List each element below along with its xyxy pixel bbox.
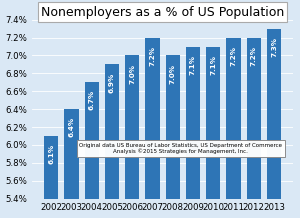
Text: 6.1%: 6.1% [48,144,54,164]
Bar [166,56,180,199]
Text: 7.2%: 7.2% [251,46,257,66]
Bar [186,47,200,199]
Text: 7.0%: 7.0% [129,63,135,83]
Bar [105,65,119,199]
Text: 7.0%: 7.0% [170,63,176,83]
Bar [64,109,79,199]
Text: 6.7%: 6.7% [89,90,95,111]
Text: 6.4%: 6.4% [68,117,74,137]
Title: Nonemployers as a % of US Population: Nonemployers as a % of US Population [41,5,284,19]
Bar [85,82,99,199]
Text: 7.1%: 7.1% [210,54,216,75]
Bar [206,47,220,199]
Bar [146,38,160,199]
Text: 7.2%: 7.2% [149,46,155,66]
Bar [247,38,261,199]
Bar [267,29,281,199]
Bar [226,38,241,199]
Text: 6.9%: 6.9% [109,73,115,93]
Text: 7.1%: 7.1% [190,54,196,75]
Text: 7.2%: 7.2% [230,46,236,66]
Text: 7.3%: 7.3% [271,37,277,57]
Text: Original data US Bureau of Labor Statistics, US Department of Commerce
Analysis : Original data US Bureau of Labor Statist… [79,143,282,154]
Bar [125,56,139,199]
Bar [44,136,58,199]
